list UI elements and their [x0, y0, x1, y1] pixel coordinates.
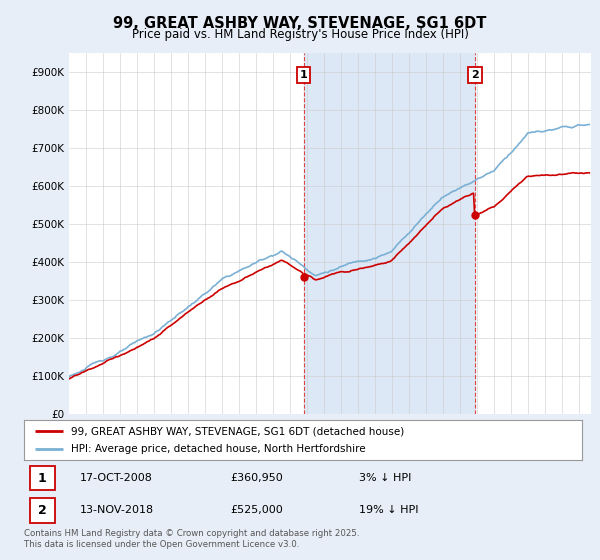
Text: £360,950: £360,950	[230, 473, 283, 483]
Text: 99, GREAT ASHBY WAY, STEVENAGE, SG1 6DT: 99, GREAT ASHBY WAY, STEVENAGE, SG1 6DT	[113, 16, 487, 31]
Text: 99, GREAT ASHBY WAY, STEVENAGE, SG1 6DT (detached house): 99, GREAT ASHBY WAY, STEVENAGE, SG1 6DT …	[71, 426, 404, 436]
Text: Contains HM Land Registry data © Crown copyright and database right 2025.
This d: Contains HM Land Registry data © Crown c…	[24, 529, 359, 549]
Text: 13-NOV-2018: 13-NOV-2018	[80, 505, 154, 515]
Text: 2: 2	[38, 504, 47, 517]
Text: £525,000: £525,000	[230, 505, 283, 515]
Text: 1: 1	[300, 70, 308, 80]
Text: 17-OCT-2008: 17-OCT-2008	[80, 473, 152, 483]
FancyBboxPatch shape	[29, 498, 55, 522]
Text: HPI: Average price, detached house, North Hertfordshire: HPI: Average price, detached house, Nort…	[71, 444, 366, 454]
Text: 1: 1	[38, 472, 47, 484]
Text: 3% ↓ HPI: 3% ↓ HPI	[359, 473, 411, 483]
Text: Price paid vs. HM Land Registry's House Price Index (HPI): Price paid vs. HM Land Registry's House …	[131, 28, 469, 41]
FancyBboxPatch shape	[29, 466, 55, 491]
Bar	[304, 53, 475, 414]
Text: 2: 2	[471, 70, 479, 80]
Text: 19% ↓ HPI: 19% ↓ HPI	[359, 505, 418, 515]
